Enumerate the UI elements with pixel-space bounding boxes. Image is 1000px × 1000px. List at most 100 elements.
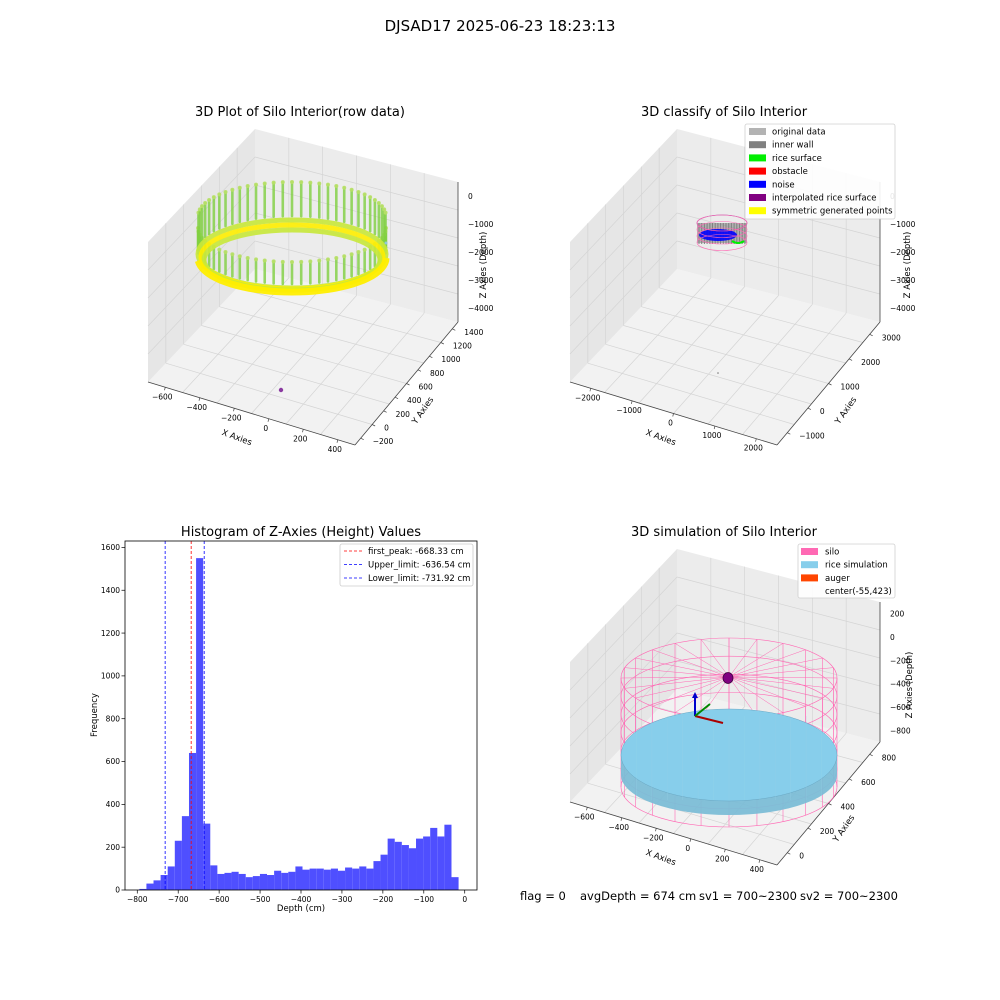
histogram-bar: [444, 824, 452, 890]
simulation-3d-gridline: [676, 660, 881, 715]
classify-3d-interp-ring: [696, 214, 748, 232]
histogram-bar: [231, 871, 239, 890]
silo-wire-roof: [674, 676, 730, 713]
auger-x-arrow: [694, 715, 724, 724]
raw-3d-gridline: [254, 240, 459, 295]
raw-3d-point: [271, 259, 276, 264]
silo-wire-roof: [624, 667, 730, 678]
histogram-bar: [196, 558, 204, 890]
classify-3d-gridline: [569, 156, 678, 271]
raw-3d-point: [356, 250, 361, 255]
histogram-legend-label: Lower_limit: -731.92 cm: [368, 574, 470, 584]
classify-3d-x-tick-label: 0: [668, 419, 673, 428]
histogram-x-tick-label: −300: [332, 895, 353, 904]
histogram-bar: [210, 865, 218, 890]
classify-3d-y-tick-label: 3000: [882, 333, 901, 342]
raw-3d-point: [299, 259, 304, 264]
classify-3d-gridline: [569, 240, 678, 355]
silo-wire-roof: [728, 643, 784, 678]
histogram-bar: [323, 869, 331, 890]
histogram-ylabel: Frequency: [90, 693, 100, 737]
simulation-3d-ylabel: Y Axies: [831, 813, 858, 845]
classify-3d-legend-swatch: [749, 207, 766, 215]
raw-3d-point: [362, 192, 367, 197]
auger-z-arrowhead: [692, 692, 698, 698]
classify-3d-y-tick-mark: [787, 432, 791, 435]
histogram-x-tick-label: −400: [291, 895, 312, 904]
classify-3d-y-tick-label: −1000: [799, 432, 825, 441]
classify-3d-y-tick-mark: [869, 333, 873, 337]
classify-3d-y-ticks: −1000 0 1000 2000 3000: [787, 333, 901, 441]
simulation-3d-x-ticks: −600 −400 −200 0 200 400: [574, 807, 764, 874]
classify-3d-z-tick-label: −3000: [890, 276, 916, 285]
figure-suptitle: DJSAD17 2025-06-23 18:23:13: [385, 17, 616, 35]
raw-3d-point: [383, 210, 388, 215]
histogram-bar: [238, 873, 246, 890]
raw-3d-y-tick-label: −200: [373, 437, 394, 446]
raw-3d-point: [280, 259, 285, 264]
simulation-3d-z-tick-label: −800: [890, 726, 911, 735]
classify-3d-legend-swatch: [749, 128, 766, 135]
classify-3d-legend-label: interpolated rice surface: [772, 194, 877, 204]
histogram-y-tick-label: 400: [106, 800, 121, 809]
raw-3d-y-tick-mark: [394, 396, 399, 399]
classify-3d-z-tick-label: −4000: [890, 304, 916, 313]
raw-3d-point: [349, 252, 354, 257]
histogram-x-tick-label: −100: [413, 895, 434, 904]
raw-3d-point: [317, 181, 322, 186]
classify-3d-x-tick-mark: [589, 388, 592, 392]
histogram-bar: [380, 854, 388, 890]
raw-3d-x-tick-label: −400: [186, 403, 207, 412]
raw-3d-point: [237, 185, 242, 190]
histogram-y-tick-label: 1600: [101, 543, 120, 552]
raw-3d-point: [262, 258, 267, 263]
histogram-y-ticks: 0 200 400 600 800 1000 1200 1400 1600: [101, 543, 125, 895]
classify-3d-points: [696, 214, 748, 374]
classify-3d-legend-label: obstacle: [772, 167, 808, 177]
raw-3d-point: [230, 252, 235, 257]
histogram-x-tick-label: 0: [462, 895, 467, 904]
silo-wire-roof: [635, 657, 730, 678]
raw-3d-zlabel: Z Axies (Depth): [479, 232, 489, 299]
histogram-bar: [153, 880, 161, 890]
raw-3d-gridline: [254, 156, 459, 211]
simulation-3d-legend-swatch: [801, 548, 818, 555]
classify-3d-stray-point: [717, 372, 719, 374]
raw-3d-gridline: [165, 362, 373, 425]
raw-3d-x-tick-label: 200: [293, 434, 308, 443]
panel-classify-3d: 3D classify of Silo Interior −2000 −1000 0…: [569, 105, 916, 453]
raw-3d-x-tick-label: −600: [152, 392, 173, 401]
histogram-title: Histogram of Z-Axies (Height) Values: [181, 525, 421, 540]
classify-3d-legend: original data inner wall rice surface obsta…: [744, 123, 896, 220]
silo-wire-roof: [728, 676, 834, 689]
raw-3d-point: [349, 187, 354, 192]
panel-raw-3d: 3D Plot of Silo Interior(row data) −600−…: [147, 105, 494, 454]
histogram-bar: [267, 875, 275, 890]
classify-3d-x-tick-label: 1000: [702, 431, 721, 440]
simulation-3d-x-tick-label: −400: [608, 823, 629, 832]
histogram-x-tick-label: −700: [168, 895, 189, 904]
classify-3d-legend-label: rice surface: [772, 154, 822, 164]
raw-3d-y-tick-mark: [406, 383, 410, 386]
silo-wire-roof: [700, 639, 730, 678]
classify-3d-legend-frame: [744, 123, 896, 220]
silo-wire-roof: [728, 639, 758, 678]
histogram-legend-frame: [339, 543, 474, 587]
classify-3d-legend-swatch: [749, 154, 766, 162]
simulation-3d-x-tick-label: −600: [574, 812, 595, 821]
raw-3d-gridline: [201, 325, 407, 384]
classify-3d-ylabel: Y Axies: [833, 395, 860, 427]
simulation-3d-y-ticks: 0 200 400 600 800: [787, 753, 896, 861]
classify-3d-z-tick-label: −2000: [890, 248, 916, 257]
raw-3d-y-tick-label: 1200: [453, 342, 472, 351]
simulation-3d-y-tick-label: 600: [861, 778, 876, 787]
classify-3d-y-tick-label: 2000: [861, 358, 880, 367]
raw-3d-point: [376, 200, 381, 205]
classify-3d-gridline: [641, 306, 846, 364]
raw-3d-gridline: [237, 287, 441, 343]
simulation-3d-gridline: [676, 604, 881, 659]
classify-3d-x-tick-mark: [631, 400, 633, 404]
simulation-3d-z-ticks: 200 0 −200 −400 −600 −800: [890, 610, 911, 736]
raw-3d-y-tick-mark: [429, 355, 433, 358]
raw-3d-x-tick-mark: [267, 418, 270, 422]
